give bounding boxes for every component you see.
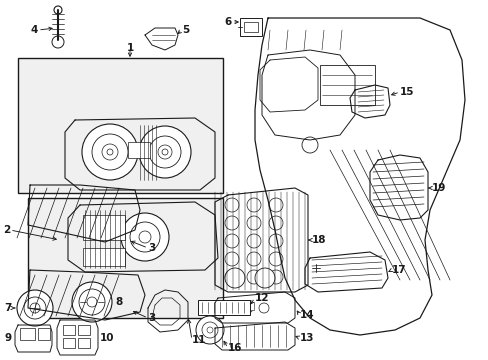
Text: 9: 9 <box>5 333 12 343</box>
Text: 8: 8 <box>115 297 122 307</box>
Circle shape <box>87 297 97 307</box>
Circle shape <box>243 303 252 313</box>
Bar <box>83 248 125 266</box>
Circle shape <box>224 234 239 248</box>
Text: 5: 5 <box>182 25 189 35</box>
Circle shape <box>79 289 105 315</box>
Circle shape <box>224 268 244 288</box>
Text: 1: 1 <box>126 43 133 53</box>
Circle shape <box>268 216 283 230</box>
Text: 6: 6 <box>224 17 231 27</box>
Bar <box>319 65 374 105</box>
Text: 17: 17 <box>391 265 406 275</box>
Bar <box>227 302 238 310</box>
Bar <box>28 198 223 318</box>
Circle shape <box>268 252 283 266</box>
Bar <box>78 338 90 348</box>
Text: 15: 15 <box>399 87 414 97</box>
Circle shape <box>302 137 317 153</box>
Bar <box>244 22 258 32</box>
Circle shape <box>149 136 181 168</box>
Circle shape <box>121 213 169 261</box>
Circle shape <box>139 231 151 243</box>
Text: 14: 14 <box>299 310 314 320</box>
Circle shape <box>224 252 239 266</box>
Circle shape <box>196 316 224 344</box>
Text: 3: 3 <box>148 313 155 323</box>
Circle shape <box>139 126 191 178</box>
Circle shape <box>54 6 62 14</box>
Bar <box>83 215 125 240</box>
Circle shape <box>107 149 113 155</box>
Circle shape <box>246 198 261 212</box>
Text: 13: 13 <box>299 333 314 343</box>
Text: 10: 10 <box>100 333 114 343</box>
Circle shape <box>259 303 268 313</box>
Circle shape <box>268 198 283 212</box>
Circle shape <box>202 322 218 338</box>
Bar <box>78 325 90 335</box>
Text: 18: 18 <box>311 235 326 245</box>
Text: 11: 11 <box>192 335 206 345</box>
Text: 2: 2 <box>3 225 10 235</box>
Circle shape <box>72 282 112 322</box>
Circle shape <box>226 303 237 313</box>
Text: 12: 12 <box>254 293 269 303</box>
Circle shape <box>254 268 274 288</box>
Text: 4: 4 <box>31 25 38 35</box>
Bar <box>244 302 253 310</box>
Circle shape <box>246 234 261 248</box>
Circle shape <box>224 198 239 212</box>
Bar <box>38 328 50 340</box>
Circle shape <box>268 234 283 248</box>
Bar <box>198 300 249 315</box>
Text: 3: 3 <box>148 243 155 253</box>
Circle shape <box>17 290 53 326</box>
Circle shape <box>224 270 239 284</box>
Circle shape <box>24 297 46 319</box>
Circle shape <box>92 134 128 170</box>
Bar <box>20 328 35 340</box>
Bar <box>18 58 223 193</box>
Circle shape <box>224 216 239 230</box>
Text: 16: 16 <box>227 343 242 353</box>
Circle shape <box>246 270 261 284</box>
Circle shape <box>162 149 168 155</box>
Text: 7: 7 <box>4 303 12 313</box>
Circle shape <box>102 144 118 160</box>
Bar <box>128 142 150 158</box>
Circle shape <box>52 36 64 48</box>
Bar <box>240 18 262 36</box>
Text: 19: 19 <box>431 183 446 193</box>
Circle shape <box>206 327 213 333</box>
Circle shape <box>158 145 172 159</box>
Circle shape <box>82 124 138 180</box>
Circle shape <box>246 252 261 266</box>
Circle shape <box>30 303 40 313</box>
Circle shape <box>130 222 160 252</box>
Bar <box>63 338 75 348</box>
Circle shape <box>268 270 283 284</box>
Circle shape <box>246 216 261 230</box>
Bar <box>63 325 75 335</box>
